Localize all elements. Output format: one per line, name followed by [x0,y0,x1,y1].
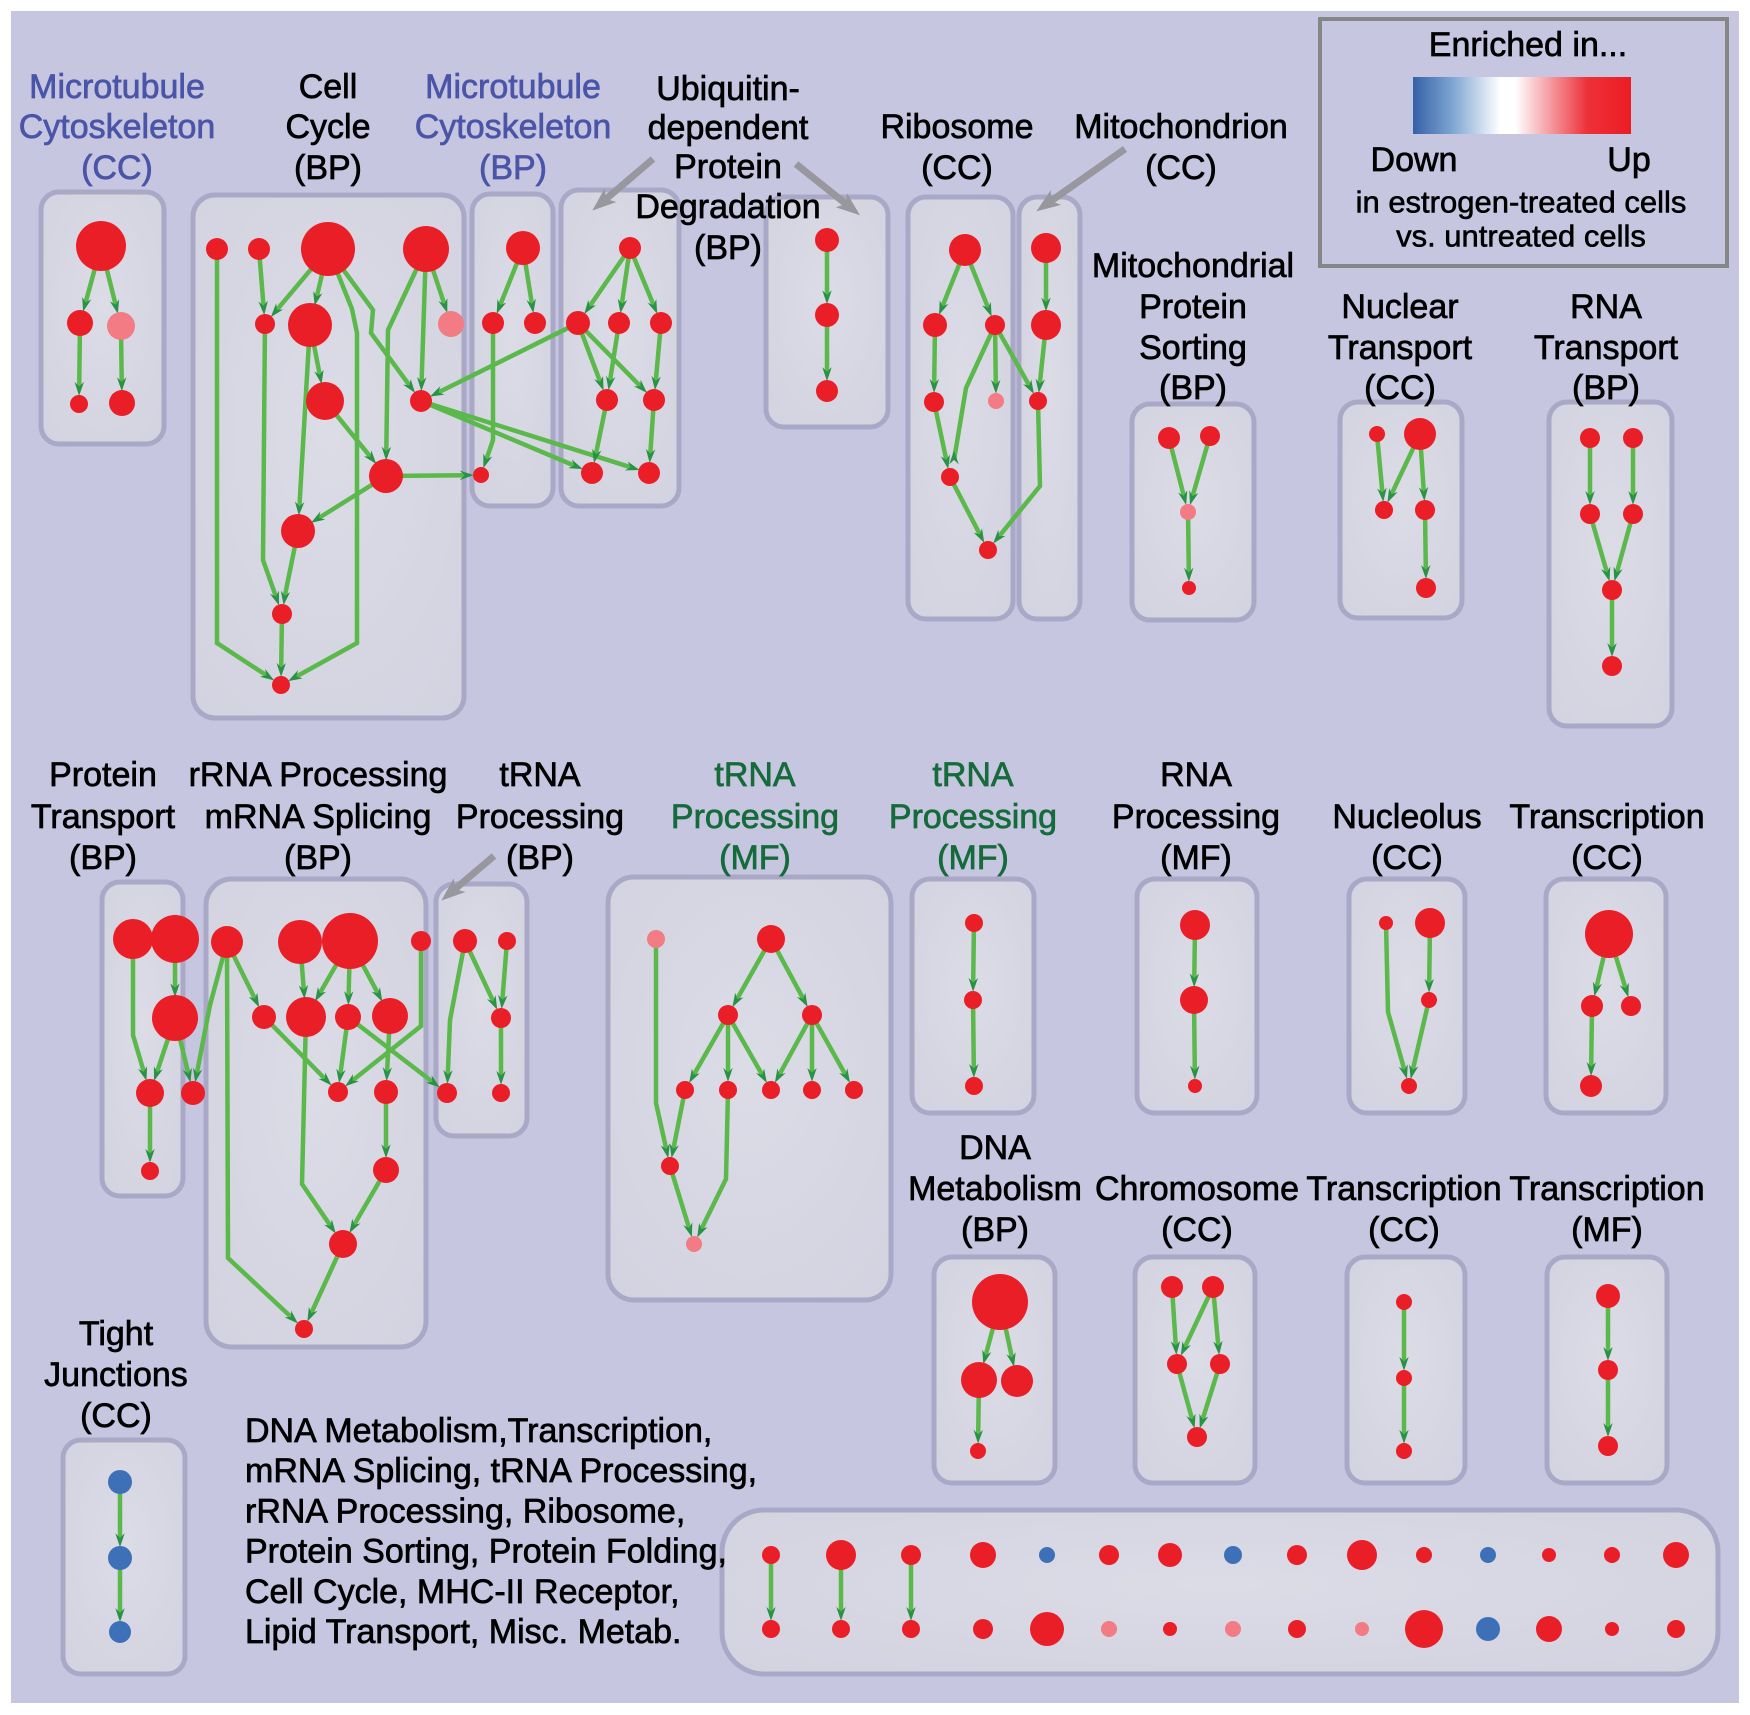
svg-text:dependent: dependent [648,109,809,147]
svg-text:Enriched in...: Enriched in... [1429,26,1627,64]
svg-text:Transport: Transport [1328,329,1473,367]
svg-text:Down: Down [1371,141,1458,179]
svg-text:Cell: Cell [299,68,358,106]
svg-text:Transport: Transport [1534,329,1679,367]
svg-text:Nuclear: Nuclear [1341,288,1458,326]
svg-text:(BP): (BP) [694,229,762,267]
svg-text:Nucleolus: Nucleolus [1332,798,1481,836]
svg-text:(MF): (MF) [937,839,1009,877]
svg-text:DNA: DNA [959,1129,1031,1167]
svg-text:Processing: Processing [1112,798,1280,836]
svg-text:RNA: RNA [1570,288,1642,326]
svg-text:(MF): (MF) [1571,1211,1643,1249]
svg-text:(CC): (CC) [80,1397,152,1435]
svg-text:Ubiquitin-: Ubiquitin- [656,70,800,108]
svg-text:Ribosome: Ribosome [880,108,1033,146]
svg-text:(MF): (MF) [1160,839,1232,877]
svg-text:Microtubule: Microtubule [425,68,601,106]
svg-text:(BP): (BP) [284,839,352,877]
svg-text:(BP): (BP) [294,149,362,187]
svg-text:Processing: Processing [889,798,1057,836]
svg-text:Cytoskeleton: Cytoskeleton [415,108,612,146]
svg-text:Transcription: Transcription [1509,798,1704,836]
svg-text:Protein: Protein [674,148,782,186]
svg-text:Cell Cycle, MHC-II Receptor,: Cell Cycle, MHC-II Receptor, [245,1573,680,1611]
svg-text:Protein: Protein [1139,288,1247,326]
svg-text:Junctions: Junctions [44,1356,188,1394]
svg-text:Lipid Transport, Misc. Metab.: Lipid Transport, Misc. Metab. [245,1613,682,1651]
svg-text:Processing: Processing [671,798,839,836]
svg-text:(CC): (CC) [1145,149,1217,187]
svg-text:Mitochondrial: Mitochondrial [1092,247,1294,285]
svg-text:Microtubule: Microtubule [29,68,205,106]
svg-text:(CC): (CC) [921,149,993,187]
svg-text:Transcription: Transcription [1306,1170,1501,1208]
svg-text:Sorting: Sorting [1139,329,1247,367]
svg-text:(BP): (BP) [69,839,137,877]
svg-text:(CC): (CC) [1371,839,1443,877]
svg-text:(MF): (MF) [719,839,791,877]
svg-text:(CC): (CC) [1368,1211,1440,1249]
svg-text:(BP): (BP) [1572,369,1640,407]
svg-text:rRNA Processing, Ribosome,: rRNA Processing, Ribosome, [245,1492,685,1530]
svg-text:Transport: Transport [31,798,176,836]
svg-text:Cytoskeleton: Cytoskeleton [19,108,216,146]
svg-text:Transcription: Transcription [1509,1170,1704,1208]
svg-text:Up: Up [1607,141,1650,179]
svg-text:tRNA: tRNA [499,756,581,794]
svg-text:Protein Sorting, Protein Foldi: Protein Sorting, Protein Folding, [245,1533,727,1571]
svg-text:in estrogen-treated cells: in estrogen-treated cells [1356,185,1687,220]
svg-text:Chromosome: Chromosome [1095,1170,1299,1208]
svg-text:Mitochondrion: Mitochondrion [1074,108,1288,146]
svg-text:RNA: RNA [1160,756,1232,794]
svg-text:(CC): (CC) [1364,369,1436,407]
svg-text:Metabolism: Metabolism [908,1170,1082,1208]
svg-text:Cycle: Cycle [285,108,370,146]
svg-text:tRNA: tRNA [932,756,1014,794]
svg-text:Processing: Processing [456,798,624,836]
svg-text:(BP): (BP) [1159,369,1227,407]
svg-text:tRNA: tRNA [714,756,796,794]
svg-text:(BP): (BP) [479,149,547,187]
svg-text:mRNA Splicing: mRNA Splicing [205,798,432,836]
svg-text:(BP): (BP) [961,1211,1029,1249]
svg-text:vs. untreated cells: vs. untreated cells [1396,219,1646,254]
svg-text:mRNA Splicing, tRNA Processing: mRNA Splicing, tRNA Processing, [245,1452,757,1490]
svg-text:Tight: Tight [79,1315,154,1353]
svg-text:(CC): (CC) [1571,839,1643,877]
svg-text:rRNA Processing: rRNA Processing [189,756,448,794]
svg-text:(CC): (CC) [81,149,153,187]
svg-text:DNA Metabolism,Transcription,: DNA Metabolism,Transcription, [245,1412,712,1450]
svg-text:Protein: Protein [49,756,157,794]
svg-text:Degradation: Degradation [635,188,820,226]
svg-text:(CC): (CC) [1161,1211,1233,1249]
svg-text:(BP): (BP) [506,839,574,877]
